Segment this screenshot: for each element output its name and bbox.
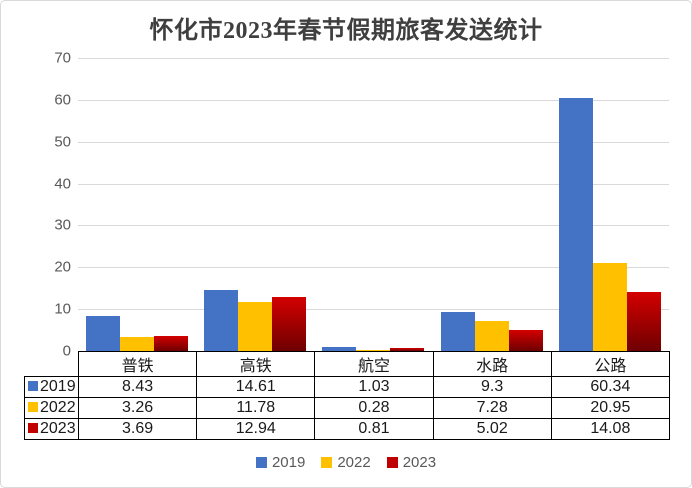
table-value-cell: 14.08 bbox=[550, 418, 670, 440]
legend-item: 2023 bbox=[386, 454, 437, 471]
table-row: 2019 8.43 14.61 1.03 9.3 60.34 bbox=[24, 376, 670, 398]
y-axis-tick-label: 20 bbox=[54, 258, 71, 276]
plot-area bbox=[78, 58, 669, 351]
legend-label: 2022 bbox=[337, 454, 371, 471]
table-value-cell: 60.34 bbox=[550, 376, 670, 398]
bar-group bbox=[78, 58, 196, 351]
bar-2023 bbox=[626, 292, 661, 351]
bar-2022 bbox=[238, 301, 273, 351]
y-axis-tick-label: 40 bbox=[54, 175, 71, 193]
table-value-cell: 8.43 bbox=[77, 376, 198, 398]
legend-marker-icon bbox=[255, 457, 267, 468]
table-header-cell: 普铁 bbox=[77, 351, 198, 377]
gridline bbox=[78, 309, 669, 311]
table-header-cell: 公路 bbox=[550, 351, 670, 377]
bar-2023 bbox=[508, 330, 543, 351]
table-header-cell: 水路 bbox=[432, 351, 552, 377]
bar-group bbox=[314, 58, 432, 351]
y-axis: 0 10 20 30 40 50 60 70 bbox=[1, 50, 71, 360]
table-row: 2023 3.69 12.94 0.81 5.02 14.08 bbox=[24, 418, 670, 440]
table-corner-cell bbox=[25, 352, 79, 377]
y-axis-tick-label: 50 bbox=[54, 133, 71, 151]
bar-group bbox=[551, 58, 669, 351]
bar-2019 bbox=[322, 346, 357, 351]
table-value-cell: 1.03 bbox=[314, 376, 434, 398]
bar-2019 bbox=[86, 315, 121, 351]
legend: 2019 2022 2023 bbox=[1, 454, 691, 471]
gridline bbox=[78, 225, 669, 227]
bar-2019 bbox=[440, 312, 475, 351]
series-marker-icon bbox=[28, 381, 38, 391]
gridline bbox=[78, 267, 669, 269]
bar-2022 bbox=[120, 337, 155, 351]
chart-title: 怀化市2023年春节假期旅客发送统计 bbox=[149, 18, 543, 44]
table-value-cell: 3.69 bbox=[77, 418, 198, 440]
legend-marker-icon bbox=[321, 457, 333, 468]
legend-label: 2023 bbox=[402, 454, 437, 471]
table-row-label: 2022 bbox=[24, 397, 79, 419]
bar-2023 bbox=[154, 335, 189, 351]
bar-2019 bbox=[204, 289, 239, 351]
gridline bbox=[78, 183, 669, 185]
data-table: 普铁 高铁 航空 水路 公路 2019 8.43 14.61 1.03 9.3 60.34 2022 3… bbox=[24, 351, 670, 440]
y-axis-tick-label: 0 bbox=[62, 342, 71, 360]
table-value-cell: 5.02 bbox=[432, 418, 552, 440]
bar-2023 bbox=[272, 296, 307, 351]
y-axis-tick-label: 60 bbox=[54, 91, 71, 109]
table-value-cell: 7.28 bbox=[432, 397, 552, 419]
bar-2022 bbox=[592, 263, 627, 351]
series-marker-icon bbox=[28, 402, 38, 412]
table-row-label: 2023 bbox=[24, 418, 79, 440]
y-axis-tick-label: 30 bbox=[54, 216, 71, 234]
gridline bbox=[78, 141, 669, 143]
bar-2022 bbox=[474, 320, 509, 351]
series-marker-icon bbox=[28, 423, 38, 433]
gridline bbox=[78, 58, 669, 59]
table-value-cell: 9.3 bbox=[432, 376, 552, 398]
bar-group bbox=[196, 58, 314, 351]
legend-label: 2019 bbox=[271, 454, 306, 471]
legend-item: 2022 bbox=[321, 454, 371, 471]
table-value-cell: 3.26 bbox=[77, 397, 198, 419]
table-header-cell: 航空 bbox=[314, 351, 434, 377]
table-value-cell: 20.95 bbox=[550, 397, 670, 419]
y-axis-tick-label: 70 bbox=[54, 49, 71, 67]
gridline bbox=[78, 99, 669, 101]
table-value-cell: 12.94 bbox=[196, 418, 316, 440]
y-axis-tick-label: 10 bbox=[54, 300, 71, 318]
table-header-cell: 高铁 bbox=[196, 351, 316, 377]
table-value-cell: 0.81 bbox=[314, 418, 434, 440]
bar-2019 bbox=[558, 98, 593, 351]
table-value-cell: 11.78 bbox=[196, 397, 316, 419]
table-value-cell: 14.61 bbox=[196, 376, 316, 398]
legend-item: 2019 bbox=[255, 454, 306, 471]
legend-marker-icon bbox=[386, 457, 398, 468]
bar-2022 bbox=[356, 349, 391, 351]
table-row: 2022 3.26 11.78 0.28 7.28 20.95 bbox=[24, 397, 670, 419]
table-value-cell: 0.28 bbox=[314, 397, 434, 419]
table-row-label: 2019 bbox=[24, 376, 79, 398]
bar-2023 bbox=[390, 347, 425, 351]
bar-group bbox=[433, 58, 551, 351]
